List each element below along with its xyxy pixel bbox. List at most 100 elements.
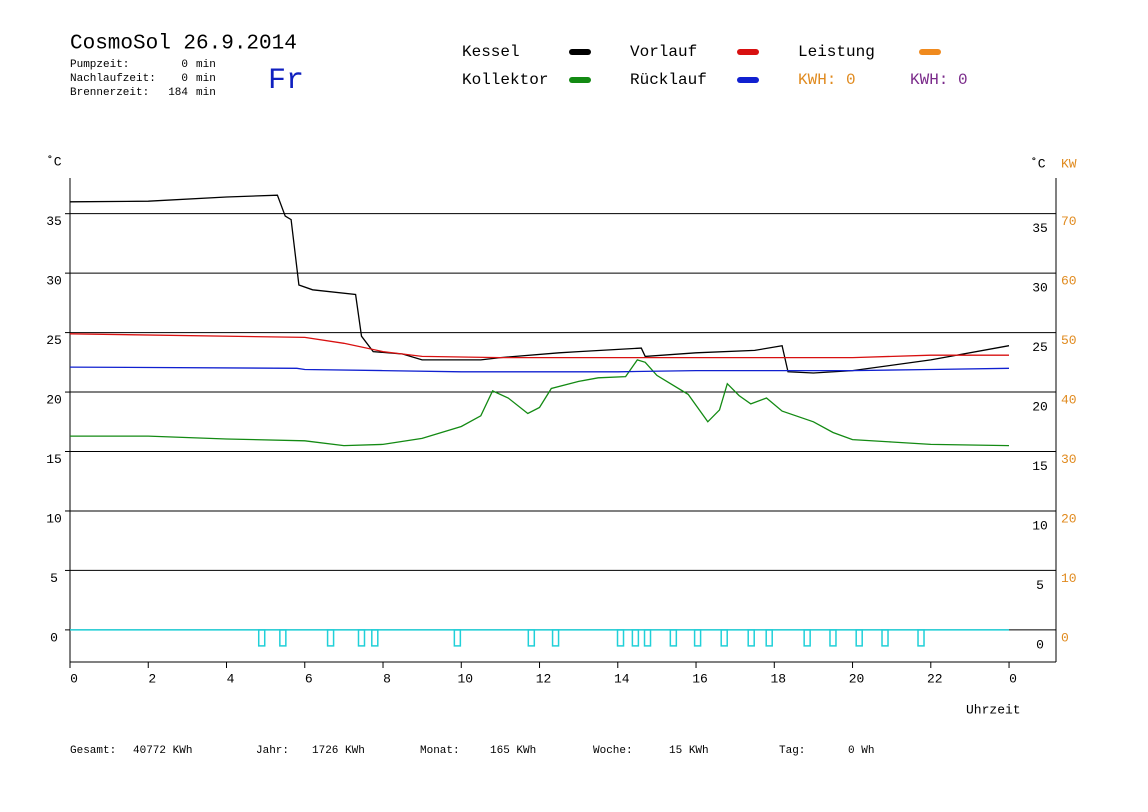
y-tick-label: 20 xyxy=(46,392,62,407)
x-tick-label: 22 xyxy=(927,671,943,686)
stat-value: 0 xyxy=(181,73,188,85)
series-line xyxy=(69,366,1010,373)
x-tick-label: 4 xyxy=(227,671,235,686)
legend-label: Kollektor xyxy=(462,71,548,89)
total-value: 165 KWh xyxy=(490,745,536,757)
series-line xyxy=(69,194,1010,374)
pulse xyxy=(527,629,536,647)
pulse xyxy=(829,629,837,647)
stat-unit: min xyxy=(196,73,216,85)
x-tick-label: 0 xyxy=(70,671,78,686)
total-unit: KWh xyxy=(345,745,365,757)
x-tick-label: 8 xyxy=(383,671,391,686)
chart-title: CosmoSol 26.9.2014 xyxy=(70,33,297,56)
pulse xyxy=(453,629,462,647)
y2-axis-label-c: ˚C xyxy=(1030,156,1046,171)
total-number: 15 xyxy=(669,745,682,757)
stat-value: 184 xyxy=(168,87,188,99)
y2-tick-label: 50 xyxy=(1061,333,1077,348)
pulse xyxy=(257,629,266,647)
y2c-tick-label: 20 xyxy=(1032,399,1048,414)
y-tick-label: 35 xyxy=(46,214,62,229)
stat-unit: min xyxy=(196,87,216,99)
series-line xyxy=(69,333,1009,359)
y-tick-label: 10 xyxy=(46,511,62,526)
y2-tick-label: 20 xyxy=(1061,511,1077,526)
total-unit: KWh xyxy=(689,745,709,757)
total-unit: Wh xyxy=(861,745,874,757)
legend-label: Kessel xyxy=(462,43,520,61)
total-number: 40772 xyxy=(133,745,166,757)
pulse xyxy=(669,629,678,647)
y2-axis-label: KW xyxy=(1061,156,1077,171)
y2c-tick-label: 15 xyxy=(1032,459,1048,474)
pulse xyxy=(551,629,560,647)
total-label: Jahr: xyxy=(256,745,289,757)
pulse xyxy=(881,629,889,647)
total-value: 15 KWh xyxy=(669,745,709,757)
pulse xyxy=(616,629,625,647)
series-line xyxy=(70,359,1010,447)
kwh-label: KWH: 0 xyxy=(910,71,968,89)
x-tick-label: 20 xyxy=(849,671,865,686)
total-value: 40772 KWh xyxy=(133,745,192,757)
stat-label: Pumpzeit: xyxy=(70,59,129,71)
pulse xyxy=(747,629,755,647)
total-label: Monat: xyxy=(420,745,460,757)
pulse xyxy=(693,629,702,647)
y2-tick-label: 0 xyxy=(1061,630,1069,645)
pulse xyxy=(326,629,335,647)
x-tick-label: 18 xyxy=(770,671,786,686)
y2-tick-label: 40 xyxy=(1061,392,1077,407)
y2c-tick-label: 35 xyxy=(1032,221,1048,236)
stat-label: Brennerzeit: xyxy=(70,87,149,99)
x-tick-label: 12 xyxy=(536,671,552,686)
stat-label: Nachlaufzeit: xyxy=(70,73,156,85)
x-axis-label: Uhrzeit xyxy=(966,702,1021,717)
total-label: Tag: xyxy=(779,745,805,757)
total-label: Woche: xyxy=(593,745,633,757)
x-tick-label: 10 xyxy=(457,671,473,686)
total-value: 1726 KWh xyxy=(312,745,365,757)
y2-tick-label: 70 xyxy=(1061,214,1077,229)
pulse xyxy=(357,629,366,647)
legend-label: Vorlauf xyxy=(630,43,697,61)
x-tick-label: 6 xyxy=(305,671,313,686)
legend-label: Leistung xyxy=(798,43,875,61)
pulse xyxy=(765,629,773,647)
total-value: 0 Wh xyxy=(848,745,874,757)
y-tick-label: 5 xyxy=(50,571,58,586)
y2c-tick-label: 25 xyxy=(1032,340,1048,355)
y-tick-label: 15 xyxy=(46,452,62,467)
kwh-text: KWH: xyxy=(910,71,948,89)
legend-label: Rücklauf xyxy=(630,71,707,89)
total-label: Gesamt: xyxy=(70,745,116,757)
x-tick-label: 0 xyxy=(1009,671,1017,686)
pulse xyxy=(917,629,925,647)
x-tick-label: 14 xyxy=(614,671,630,686)
pulse xyxy=(855,629,863,647)
stat-unit: min xyxy=(196,59,216,71)
stat-value: 0 xyxy=(181,59,188,71)
y-axis-label: ˚C xyxy=(46,154,62,169)
y2c-tick-label: 30 xyxy=(1032,281,1048,296)
pulse xyxy=(643,629,652,647)
day: Fr xyxy=(268,64,304,98)
total-number: 0 xyxy=(848,745,855,757)
y2c-tick-label: 5 xyxy=(1036,578,1044,593)
y2-tick-label: 60 xyxy=(1061,274,1077,289)
pulse xyxy=(720,629,728,647)
kwh-value: 0 xyxy=(958,71,968,89)
y-tick-label: 0 xyxy=(50,630,58,645)
y2c-tick-label: 10 xyxy=(1032,518,1048,533)
y2c-tick-label: 0 xyxy=(1036,637,1044,652)
x-tick-label: 16 xyxy=(692,671,708,686)
total-unit: KWh xyxy=(173,745,193,757)
x-tick-label: 2 xyxy=(148,671,156,686)
y2-tick-label: 30 xyxy=(1061,452,1077,467)
kwh-label: KWH: 0 xyxy=(798,71,856,89)
total-unit: KWh xyxy=(516,745,536,757)
total-number: 1726 xyxy=(312,745,338,757)
pulse xyxy=(371,629,379,647)
